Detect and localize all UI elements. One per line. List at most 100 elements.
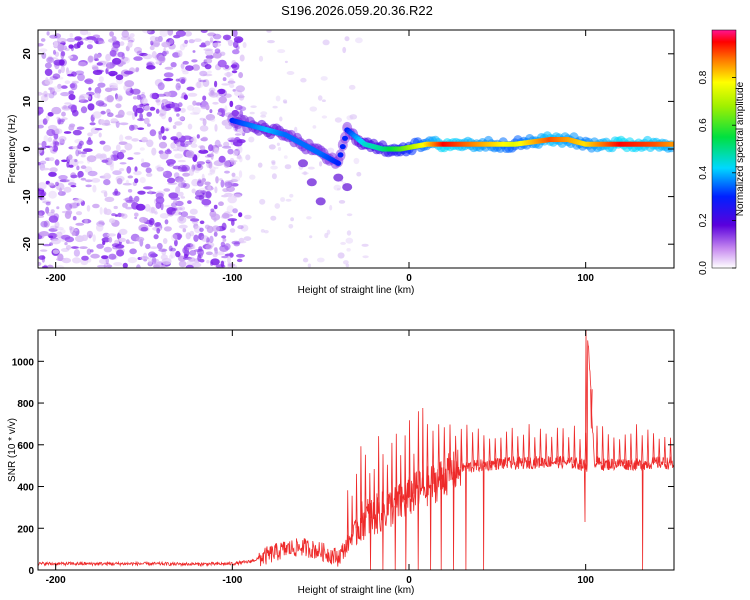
noise-speckle: [316, 257, 325, 263]
noise-speckle: [108, 236, 113, 243]
noise-speckle: [320, 76, 328, 81]
noise-speckle: [198, 232, 205, 241]
noise-speckle: [346, 230, 352, 236]
noise-speckle: [87, 95, 92, 100]
noise-speckle: [153, 234, 159, 240]
noise-speckle: [105, 53, 111, 62]
noise-speckle: [288, 224, 294, 229]
ridge-branch-blob: [298, 159, 308, 168]
ridge-core: [339, 144, 346, 150]
noise-speckle: [200, 235, 209, 242]
noise-speckle: [195, 81, 204, 89]
noise-speckle: [213, 204, 218, 210]
noise-speckle: [238, 170, 243, 178]
noise-speckle: [46, 57, 54, 64]
noise-speckle: [232, 49, 240, 55]
noise-speckle: [127, 41, 133, 48]
noise-speckle: [44, 68, 53, 77]
noise-speckle: [64, 242, 68, 246]
noise-speckle: [78, 140, 84, 146]
noise-speckle: [122, 262, 128, 268]
noise-speckle: [168, 254, 173, 260]
noise-speckle: [217, 107, 226, 114]
noise-speckle: [237, 225, 244, 230]
noise-speckle: [187, 200, 192, 205]
noise-speckle: [160, 126, 165, 134]
noise-speckle: [309, 235, 313, 239]
noise-speckle: [168, 245, 173, 252]
noise-speckle: [64, 102, 72, 105]
noise-speckle: [192, 100, 197, 106]
noise-speckle: [155, 222, 162, 227]
noise-speckle: [243, 236, 252, 242]
noise-speckle: [65, 209, 73, 216]
noise-speckle: [111, 44, 121, 49]
noise-speckle: [162, 238, 168, 244]
noise-speckle: [161, 264, 166, 268]
noise-speckle: [280, 197, 286, 202]
noise-speckle: [133, 170, 142, 176]
noise-speckle: [174, 153, 183, 159]
noise-speckle: [48, 228, 58, 232]
noise-speckle: [199, 145, 206, 151]
noise-speckle: [115, 144, 121, 152]
x-tick-label: 100: [577, 575, 594, 586]
noise-speckle: [214, 48, 221, 54]
noise-speckle: [190, 218, 200, 222]
noise-speckle: [88, 39, 94, 44]
noise-speckle: [59, 187, 63, 195]
noise-speckle: [43, 135, 49, 143]
noise-speckle: [153, 264, 160, 268]
noise-speckle: [208, 144, 214, 152]
noise-speckle: [104, 208, 112, 216]
noise-speckle: [111, 213, 116, 217]
noise-speckle: [232, 30, 238, 38]
noise-speckle: [204, 40, 211, 46]
noise-speckle: [221, 255, 229, 259]
noise-speckle: [205, 190, 212, 199]
noise-speckle: [48, 182, 55, 187]
noise-speckle: [129, 33, 135, 38]
noise-speckle: [124, 80, 135, 88]
noise-speckle: [152, 39, 160, 48]
noise-speckle: [279, 116, 283, 122]
noise-speckle: [286, 71, 295, 75]
noise-speckle: [170, 61, 177, 68]
noise-speckle: [66, 37, 76, 43]
noise-speckle: [92, 234, 96, 243]
noise-speckle: [202, 79, 210, 87]
noise-speckle: [134, 178, 139, 184]
noise-speckle: [112, 150, 119, 155]
noise-speckle: [146, 139, 154, 148]
noise-speckle: [43, 220, 50, 228]
noise-speckle: [244, 214, 252, 220]
noise-speckle: [283, 155, 288, 159]
noise-speckle: [214, 186, 218, 194]
noise-speckle: [167, 30, 174, 36]
noise-speckle: [108, 38, 117, 43]
noise-speckle: [146, 172, 153, 177]
noise-speckle: [180, 107, 186, 113]
noise-speckle: [175, 78, 180, 82]
noise-speckle: [210, 152, 214, 160]
noise-speckle: [229, 100, 234, 108]
noise-speckle: [151, 51, 157, 59]
noise-speckle: [194, 189, 205, 197]
noise-speckle: [163, 226, 172, 232]
noise-speckle: [302, 257, 309, 263]
spectrogram-x-label: Height of straight line (km): [298, 285, 415, 296]
noise-speckle: [182, 135, 192, 140]
noise-speckle: [205, 54, 214, 60]
noise-speckle: [63, 104, 67, 109]
noise-speckle: [210, 213, 221, 221]
noise-speckle: [121, 36, 131, 41]
noise-speckle: [132, 96, 138, 100]
noise-speckle: [40, 220, 48, 228]
noise-speckle: [49, 167, 58, 173]
noise-speckle: [162, 135, 167, 141]
noise-speckle: [42, 200, 52, 204]
figure-title: S196.2026.059.20.36.R22: [281, 3, 433, 18]
noise-speckle: [192, 106, 201, 115]
noise-speckle: [321, 115, 328, 119]
noise-speckle: [69, 33, 74, 38]
